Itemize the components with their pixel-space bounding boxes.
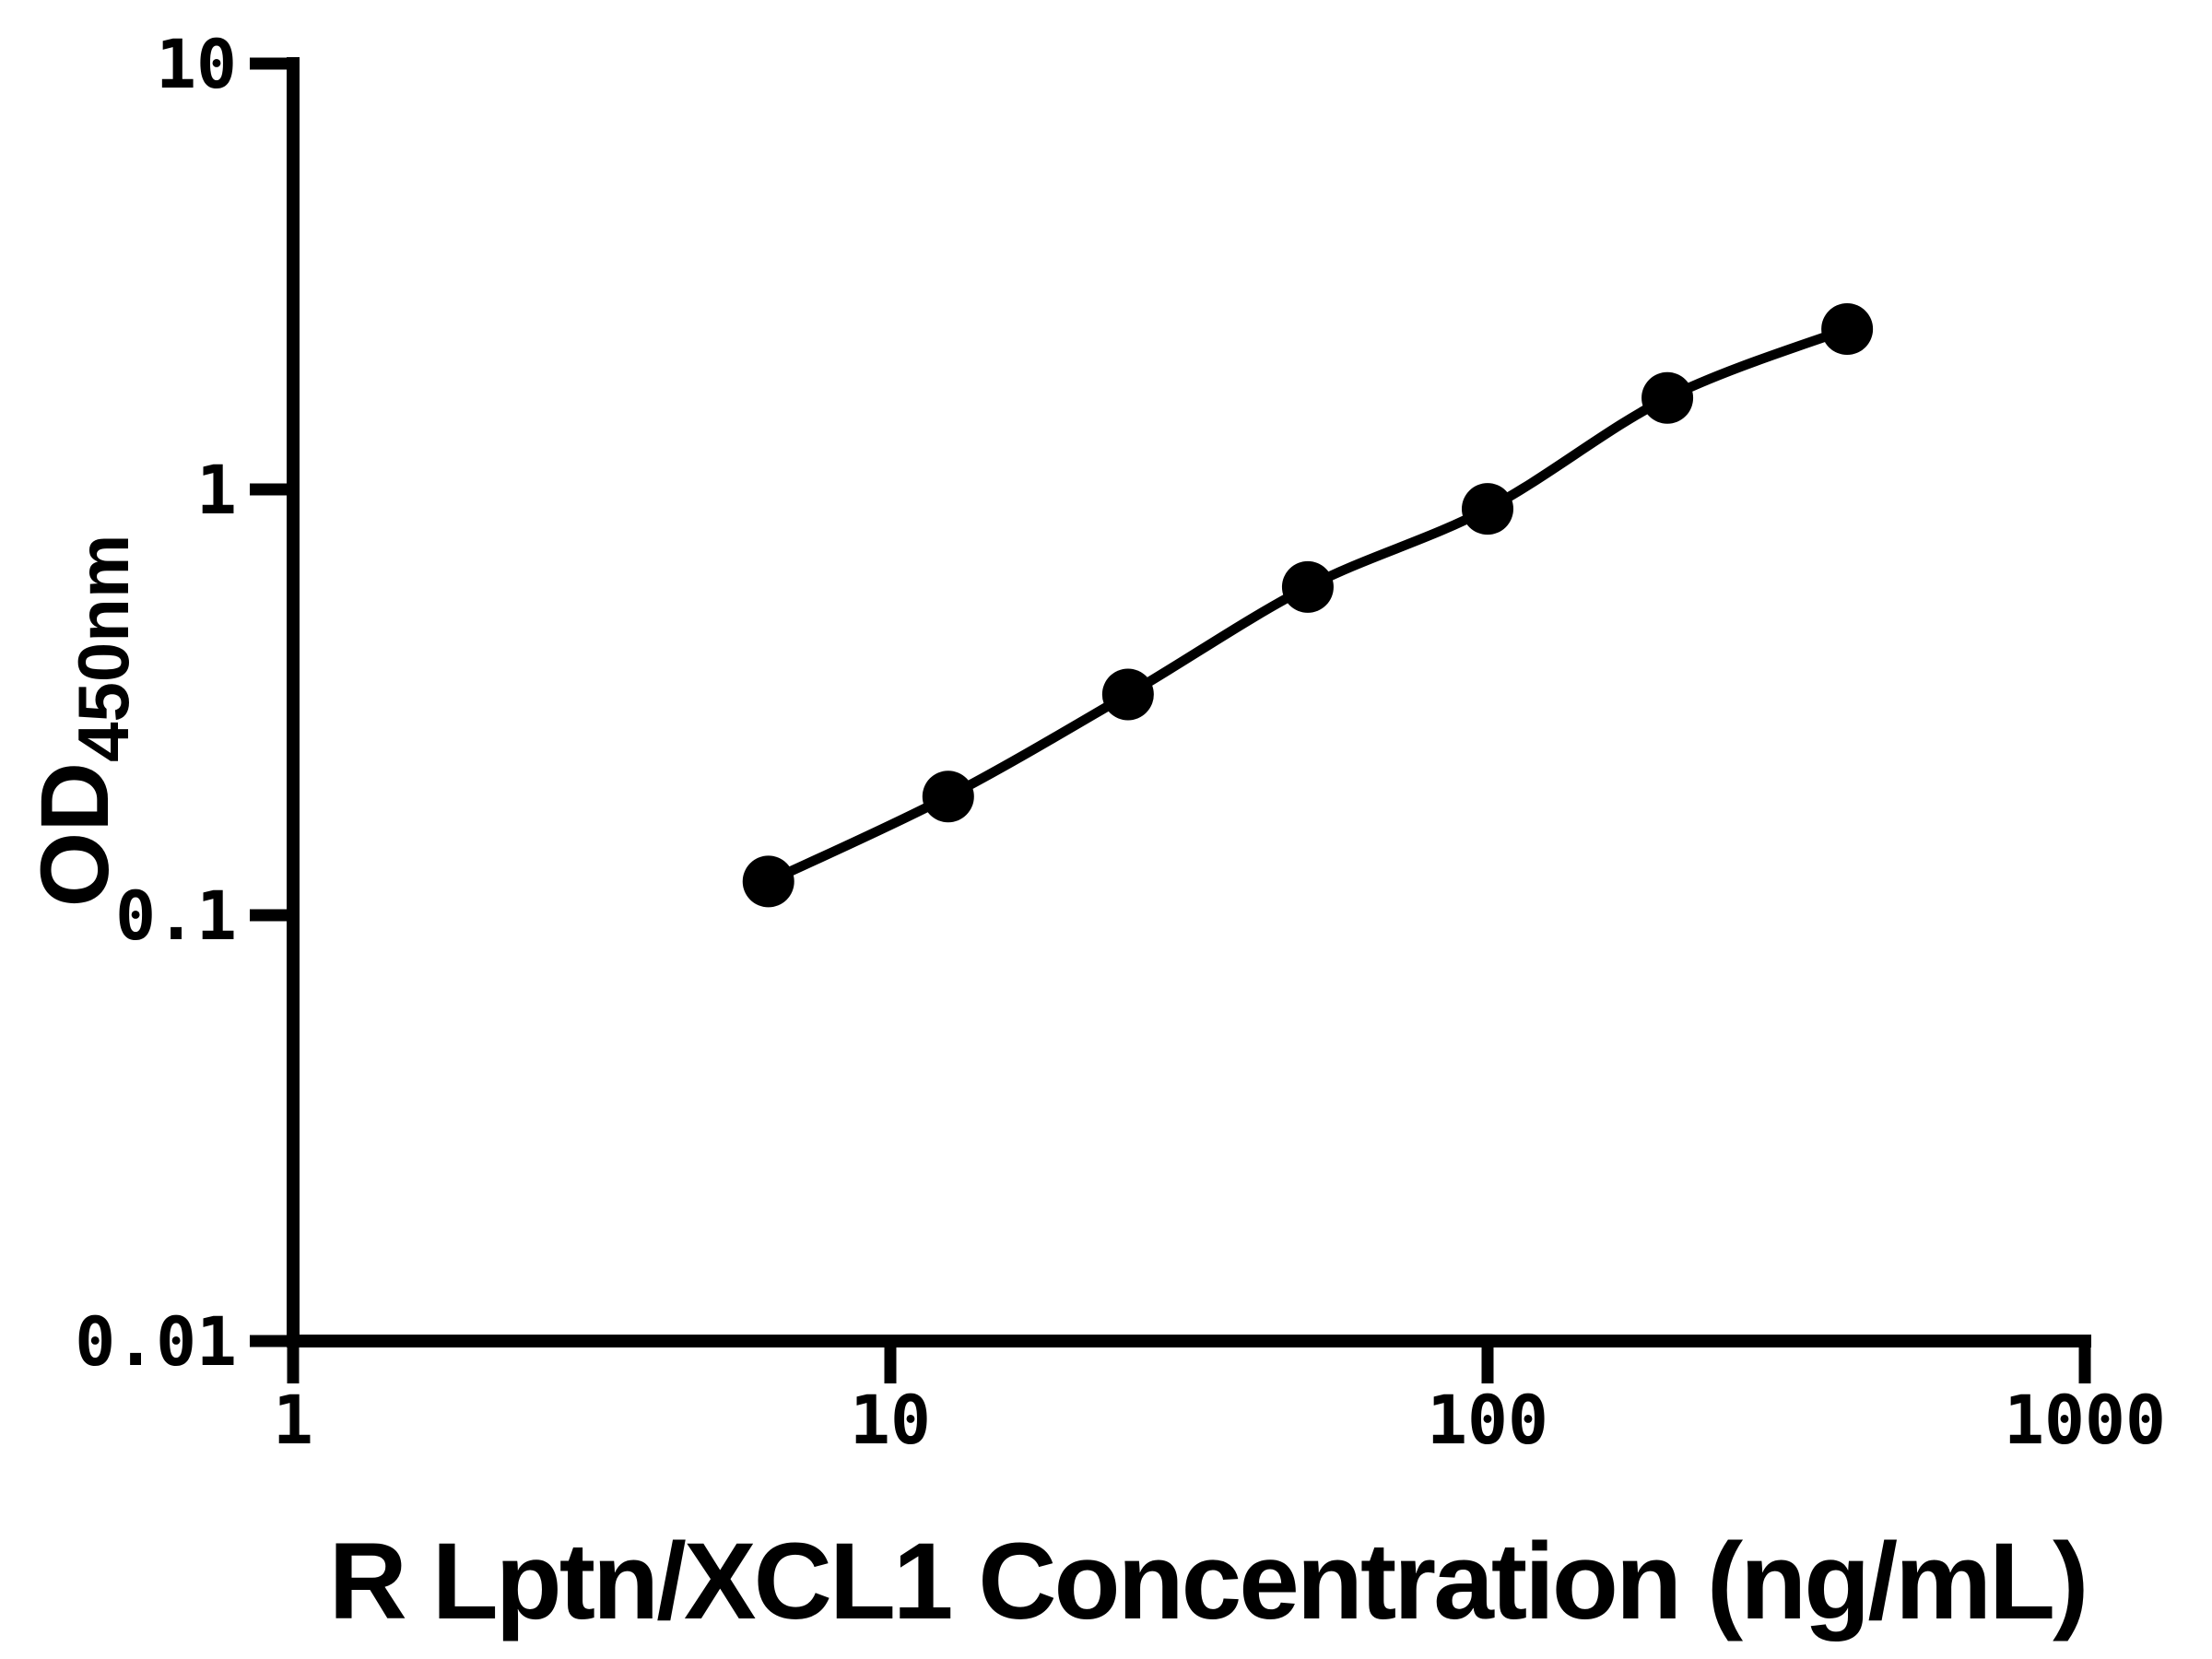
y-tick-label: 10 xyxy=(156,26,237,104)
data-point xyxy=(1641,371,1694,424)
x-tick-label: 1000 xyxy=(2004,1382,2166,1460)
data-point xyxy=(1821,303,1874,356)
axes-group: 0.01 0.1 1 10 1 10 100 1000 xyxy=(75,26,2166,1460)
x-axis-title: R Lptn/XCL1 Concentration (ng/mL) xyxy=(329,1521,2087,1642)
y-axis-title: OD450nm xyxy=(21,535,144,908)
data-point xyxy=(1462,483,1513,535)
x-tick-label: 100 xyxy=(1427,1382,1548,1460)
y-axis-title-main: OD xyxy=(21,762,129,908)
x-tick-label: 1 xyxy=(273,1382,313,1460)
data-point xyxy=(742,855,794,908)
axis-spine xyxy=(287,57,2091,1347)
y-axis-title-subscript: 450nm xyxy=(63,535,144,762)
y-tick-label: 1 xyxy=(196,452,237,530)
y-tick-label: 0.1 xyxy=(115,877,237,956)
series-group xyxy=(742,303,1874,908)
x-tick-label: 10 xyxy=(850,1382,931,1460)
data-point xyxy=(1101,668,1154,721)
y-tick-label: 0.01 xyxy=(75,1303,237,1382)
data-point xyxy=(1281,560,1334,613)
data-point xyxy=(922,771,974,823)
